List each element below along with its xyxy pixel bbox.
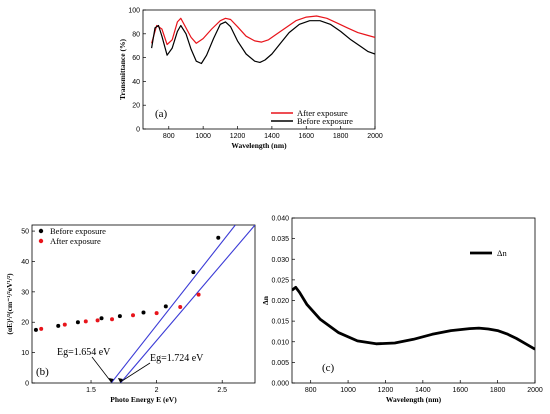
y-tick-label: 0.040 (271, 216, 289, 223)
data-point (62, 322, 67, 327)
y-axis-label: (αE)¹/²(cm⁻¹/²eV¹/²) (5, 273, 14, 335)
data-point (178, 305, 183, 310)
panel-label: (b) (36, 366, 49, 378)
y-tick-label: 0.000 (271, 381, 289, 388)
fit-line-2 (119, 225, 255, 383)
data-point (33, 327, 38, 332)
data-point (191, 270, 196, 275)
annotation-arrow (120, 362, 151, 383)
y-tick-label: 0.035 (271, 236, 289, 243)
data-point (154, 311, 159, 316)
data-point (141, 310, 146, 315)
y-tick-label: 40 (132, 79, 140, 86)
y-tick-label: 30 (21, 289, 29, 296)
eg-annotation: Eg=1.654 eV (57, 347, 111, 358)
y-tick-label: 50 (21, 229, 29, 236)
y-axis-label: Δn (261, 295, 270, 305)
legend-label: After exposure (297, 108, 348, 118)
data-point (216, 235, 221, 240)
x-tick-label: 1400 (415, 387, 431, 394)
y-tick-label: 0.030 (271, 257, 289, 264)
eg-annotation: Eg=1.724 eV (150, 353, 204, 364)
arrow-head (117, 378, 123, 383)
y-tick-label: 0.025 (271, 277, 289, 284)
plot-frame-a (142, 9, 376, 130)
y-tick-label: 10 (21, 350, 29, 357)
x-tick-label: 1800 (333, 133, 349, 140)
x-tick-label: 1.5 (86, 387, 96, 394)
data-point (163, 304, 168, 309)
panel-b: 1.5 2 2.5 0 10 20 30 40 50 Photo Energy E (eV) (αE… (5, 224, 256, 404)
x-tick-label: 1200 (230, 133, 246, 140)
legend-label: Before exposure (297, 116, 353, 126)
series-line-1 (151, 15, 375, 46)
data-point (131, 313, 136, 318)
data-point (110, 317, 115, 322)
plot-area-a (151, 15, 375, 65)
x-tick-label: 800 (305, 387, 317, 394)
plot-frame-c (291, 217, 536, 384)
x-tick-label: 1200 (378, 387, 394, 394)
panel-a: 800 1000 1200 1400 1600 1800 2000 0 20 40 60 80 100 W… (118, 8, 383, 151)
x-tick-label: 1800 (490, 387, 506, 394)
x-axis-label: Wavelength (nm) (386, 395, 442, 404)
data-point (99, 316, 104, 321)
series-line-1 (292, 285, 535, 351)
data-point (196, 292, 201, 297)
x-tick-label: 2 (155, 387, 159, 394)
plot-frame-b (31, 224, 256, 384)
y-tick-label: 0.005 (271, 360, 289, 367)
data-point (39, 326, 44, 331)
y-tick-label: 60 (132, 55, 140, 62)
x-tick-label: 2000 (527, 387, 543, 394)
y-tick-label: 20 (132, 103, 140, 110)
data-point (95, 318, 100, 323)
fit-line-1 (110, 225, 236, 383)
x-tick-label: 1000 (340, 387, 356, 394)
y-tick-label: 0.015 (271, 319, 289, 326)
x-tick-label: 2000 (367, 133, 383, 140)
x-axis-label: Wavelength (nm) (231, 141, 287, 150)
x-tick-label: 1000 (195, 133, 211, 140)
panel-label: (c) (322, 362, 335, 374)
data-point (117, 314, 122, 319)
x-tick-label: 1600 (452, 387, 468, 394)
legend-marker (38, 228, 44, 234)
x-tick-label: 2.5 (217, 387, 227, 394)
data-point (83, 319, 88, 324)
legend-marker (38, 238, 44, 244)
panel-c: 800 1000 1200 1400 1600 1800 2000 0.000 0.005 0.0… (261, 216, 543, 405)
arrow-head (108, 378, 114, 383)
y-tick-label: 40 (21, 259, 29, 266)
y-tick-label: 20 (21, 320, 29, 327)
plot-area-c (292, 285, 535, 351)
x-tick-label: 1400 (264, 133, 280, 140)
legend-label: Before exposure (50, 226, 106, 236)
x-axis-label: Photo Energy E (eV) (110, 395, 177, 404)
y-tick-label: 100 (128, 8, 140, 15)
plot-area-b (33, 225, 255, 383)
annotation-arrow (91, 356, 112, 383)
y-tick-label: 0.010 (271, 339, 289, 346)
legend-label: Δn (497, 248, 507, 258)
x-tick-label: 1600 (298, 133, 314, 140)
y-axis-label: Transmittance (%) (118, 39, 127, 100)
y-tick-label: 0 (136, 127, 140, 134)
data-point (75, 320, 80, 325)
y-tick-label: 80 (132, 31, 140, 38)
data-point (56, 323, 61, 328)
y-tick-label: 0 (25, 381, 29, 388)
series-line-2 (151, 20, 375, 65)
y-tick-label: 0.020 (271, 298, 289, 305)
legend-label: After exposure (50, 236, 101, 246)
x-tick-label: 800 (163, 133, 175, 140)
panel-label: (a) (155, 108, 168, 120)
